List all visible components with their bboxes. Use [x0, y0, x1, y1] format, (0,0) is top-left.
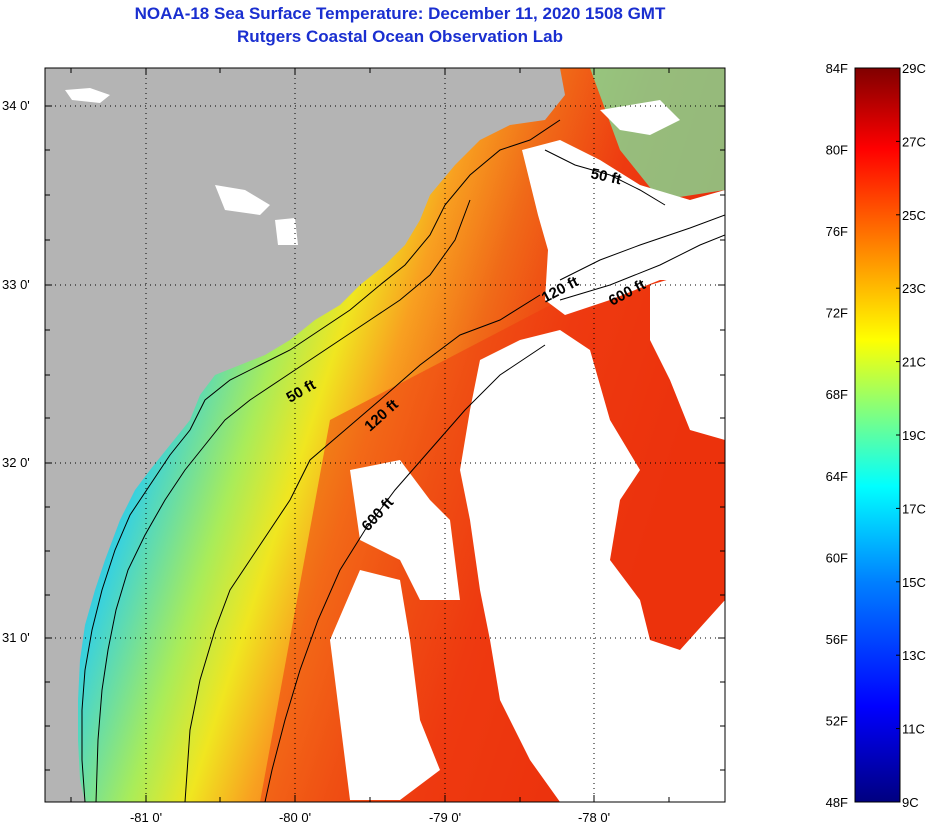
inland-water — [65, 88, 298, 245]
colorbar-label-fahrenheit: 68F — [826, 387, 848, 402]
cool-water-patch — [590, 68, 725, 200]
colorbar-label-celsius: 9C — [902, 795, 919, 810]
colorbar-label-celsius: 13C — [902, 648, 926, 663]
colorbar-label-celsius: 11C — [902, 722, 925, 737]
depth-contour-50ft — [95, 149, 666, 802]
colorbar: 84F 80F 76F 72F 68F 64F 60F 56F 52F 48F 29C 27C 25C… — [826, 61, 926, 810]
colorbar-label-fahrenheit: 64F — [826, 469, 848, 484]
colorbar-label-fahrenheit: 48F — [826, 795, 848, 810]
map-gridlines — [45, 68, 725, 802]
colorbar-label-celsius: 21C — [902, 355, 926, 370]
lat-label-31: 31 0' — [2, 630, 30, 645]
axis-ticks — [45, 68, 725, 802]
coastline — [81, 119, 561, 802]
colorbar-label-celsius: 23C — [902, 281, 926, 296]
colorbar-label-celsius: 17C — [902, 501, 926, 516]
lon-label-81: -81 0' — [130, 810, 162, 825]
map-subtitle: Rutgers Coastal Ocean Observation Lab — [237, 27, 563, 46]
map-title: NOAA-18 Sea Surface Temperature: Decembe… — [134, 4, 666, 23]
colorbar-label-fahrenheit: 84F — [826, 61, 848, 76]
map-frame — [44, 67, 726, 803]
colorbar-label-celsius: 29C — [902, 61, 926, 76]
depth-contour-600ft — [264, 234, 725, 802]
colorbar-label-fahrenheit: 56F — [826, 632, 848, 647]
lat-label-33: 33 0' — [2, 277, 30, 292]
lat-label-34: 34 0' — [2, 98, 30, 113]
land-mass — [45, 68, 565, 802]
contour-label-50ft-north: 50 ft — [589, 165, 623, 188]
lon-label-79: -79 0' — [429, 810, 461, 825]
colorbar-gradient — [854, 67, 901, 803]
colorbar-label-fahrenheit: 60F — [826, 550, 848, 565]
lon-label-78: -78 0' — [578, 810, 610, 825]
lon-label-80: -80 0' — [279, 810, 311, 825]
lat-label-32: 32 0' — [2, 455, 30, 470]
colorbar-label-celsius: 19C — [902, 428, 926, 443]
colorbar-label-celsius: 15C — [902, 575, 926, 590]
colorbar-label-celsius: 27C — [902, 134, 926, 149]
colorbar-label-fahrenheit: 76F — [826, 224, 848, 239]
colorbar-label-celsius: 25C — [902, 208, 926, 223]
cloud-masks — [330, 100, 725, 802]
colorbar-label-fahrenheit: 52F — [826, 713, 848, 728]
colorbar-label-fahrenheit: 80F — [826, 143, 848, 158]
depth-contour-120ft — [184, 214, 725, 802]
colorbar-label-fahrenheit: 72F — [826, 306, 848, 321]
